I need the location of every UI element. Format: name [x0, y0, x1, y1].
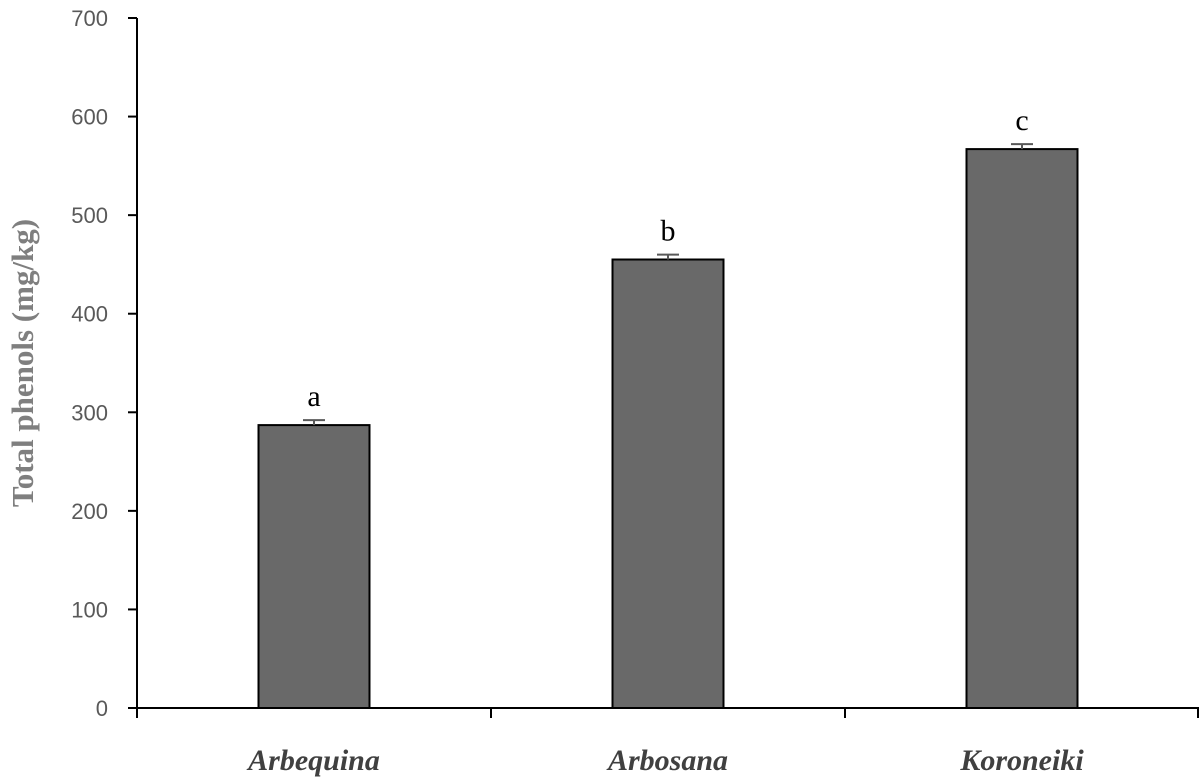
x-tick-label-arbequina: Arbequina: [246, 744, 380, 777]
significance-labels-group: a b c: [307, 104, 1028, 413]
y-tick-label-400: 400: [71, 302, 108, 327]
significance-label-koroneiki: c: [1015, 104, 1028, 137]
axes-group: [136, 18, 1199, 718]
significance-label-arbequina: a: [307, 380, 320, 413]
y-tick-label-600: 600: [71, 105, 108, 130]
y-tick-label-300: 300: [71, 400, 108, 425]
bar-arbequina: [257, 424, 371, 709]
significance-label-arbosana: b: [661, 215, 676, 248]
y-axis-label: Total phenols (mg/kg): [5, 219, 40, 507]
x-tick-label-arbosana: Arbosana: [606, 744, 728, 777]
x-ticks-group: Arbequina Arbosana Koroneiki: [246, 744, 1084, 777]
y-tick-label-200: 200: [71, 499, 108, 524]
x-tick-label-koroneiki: Koroneiki: [959, 744, 1084, 777]
y-tick-label-100: 100: [71, 597, 108, 622]
error-bars-group: [303, 143, 1033, 426]
y-ticks-group: 0 100 200 300 400 500 600 700: [71, 6, 137, 721]
y-tick-label-500: 500: [71, 203, 108, 228]
y-tick-label-700: 700: [71, 6, 108, 31]
bar-arbosana: [611, 258, 725, 709]
bar-koroneiki: [965, 148, 1079, 710]
y-tick-label-0: 0: [96, 696, 108, 721]
